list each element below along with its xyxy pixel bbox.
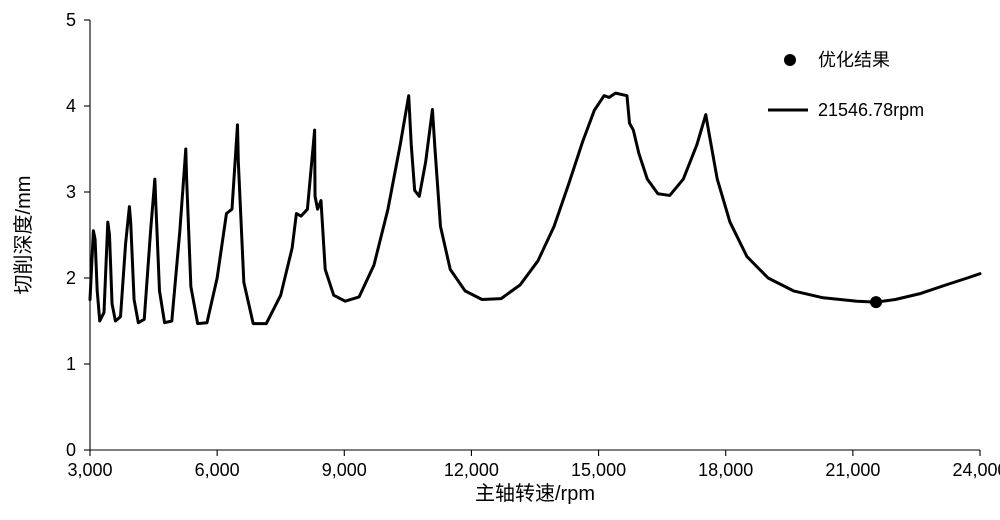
stability-lobe-chart: 3,000 6,000 9,000 12,000 15,000 18,000 21,000 2… <box>0 0 1000 520</box>
x-tick-label: 6,000 <box>195 460 240 480</box>
x-tick-label: 15,000 <box>571 460 626 480</box>
x-tick-label: 3,000 <box>67 460 112 480</box>
legend-point-icon <box>784 54 796 66</box>
y-axis-label: 切削深度/mm <box>12 176 35 295</box>
x-tick-label: 9,000 <box>322 460 367 480</box>
x-tick-label: 24,000 <box>952 460 1000 480</box>
x-tick-label: 18,000 <box>698 460 753 480</box>
y-tick-label: 2 <box>66 268 76 288</box>
legend-point-label: 优化结果 <box>818 50 890 70</box>
y-tick-label: 3 <box>66 182 76 202</box>
stability-curve <box>90 93 980 323</box>
legend-line-label: 21546.78rpm <box>818 100 924 120</box>
y-tick-label: 0 <box>66 440 76 460</box>
optimized-point <box>870 296 882 308</box>
y-tick-label: 5 <box>66 10 76 30</box>
chart-svg: 3,000 6,000 9,000 12,000 15,000 18,000 21,000 2… <box>0 0 1000 520</box>
x-axis-label: 主轴转速/rpm <box>475 482 595 505</box>
y-tick-label: 4 <box>66 96 76 116</box>
x-tick-label: 21,000 <box>825 460 880 480</box>
y-tick-label: 1 <box>66 354 76 374</box>
x-tick-label: 12,000 <box>444 460 499 480</box>
